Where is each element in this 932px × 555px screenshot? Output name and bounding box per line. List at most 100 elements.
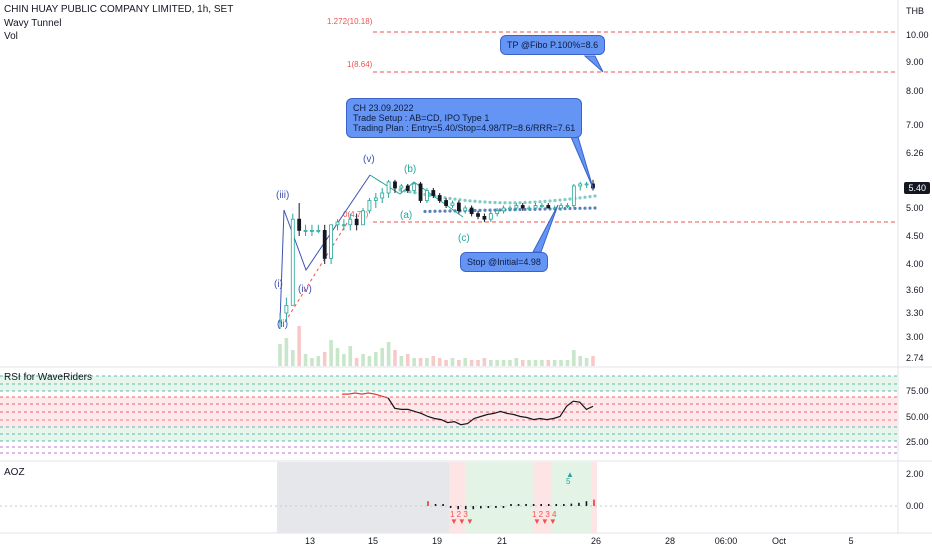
- tp-callout[interactable]: TP @Fibo P.100%=8.6: [500, 35, 606, 55]
- aoz-bar: [585, 501, 588, 506]
- candle-body: [463, 207, 468, 212]
- aoz-bar: [570, 503, 573, 506]
- candle-body: [571, 185, 576, 206]
- time-tick-label: 26: [591, 536, 601, 546]
- volume-bar: [437, 358, 442, 366]
- time-tick-label: 19: [432, 536, 442, 546]
- volume-bar: [527, 360, 531, 366]
- candle-body: [431, 190, 436, 196]
- aoz-zone-grey: [277, 462, 449, 533]
- fib-0-label: 0(4.72): [343, 210, 369, 219]
- candle-body: [546, 205, 551, 209]
- aoz-zone-green2: [551, 462, 591, 533]
- stop-callout[interactable]: Stop @Initial=4.98: [460, 252, 548, 272]
- volume-bar: [399, 356, 404, 366]
- tunnel-dot: [553, 198, 557, 203]
- volume-bar: [565, 360, 570, 366]
- price-axis[interactable]: 10.00 9.00 8.00 7.00 6.26 5.00 4.50 4.00 3.60 3.3…: [906, 30, 929, 363]
- candle-body: [520, 205, 525, 209]
- candle-body: [559, 205, 563, 209]
- tunnel-dot: [408, 190, 412, 194]
- aoz-tick-label: 0.00: [906, 501, 924, 511]
- candle-body: [310, 229, 314, 232]
- aoz-bar: [578, 502, 580, 506]
- candle-body: [393, 181, 397, 189]
- candles: [278, 179, 595, 329]
- candle-body: [329, 224, 334, 259]
- candle-body: [469, 207, 474, 214]
- setup-callout-line2: Trade Setup : AB=CD, IPO Type 1: [353, 113, 490, 123]
- candle-body: [495, 210, 500, 215]
- volume-bar: [520, 360, 525, 366]
- aoz-bar: [555, 504, 558, 506]
- aoz-bar: [487, 506, 490, 508]
- tunnel-dot: [468, 199, 472, 203]
- candle-body: [514, 205, 519, 209]
- aoz-bar: [502, 506, 505, 508]
- tunnel-dot: [583, 206, 587, 210]
- indicator-vol[interactable]: Vol: [4, 31, 18, 42]
- candle-body: [412, 183, 417, 191]
- stop-callout-pointer: [532, 204, 559, 253]
- candle-body: [476, 213, 480, 217]
- time-tick-label: 15: [368, 536, 378, 546]
- aoz-bar: [434, 504, 437, 506]
- volume-bar: [412, 358, 416, 366]
- tunnel-dot: [478, 208, 482, 212]
- indicator-wavy-tunnel[interactable]: Wavy Tunnel: [4, 18, 62, 29]
- candle-body: [527, 207, 532, 210]
- tunnel-dot: [473, 199, 477, 203]
- rsi-series-red: [342, 392, 396, 409]
- aoz-zone-green1: [465, 462, 533, 533]
- wave-label-ii: (ii): [277, 319, 288, 330]
- aoz-axis: 2.00 0.00: [906, 469, 924, 511]
- tunnel-dot: [593, 206, 597, 210]
- tunnel-dot: [538, 200, 542, 204]
- candle-body: [386, 181, 391, 194]
- candle-body: [584, 183, 589, 186]
- tunnel-dot: [523, 207, 527, 212]
- candle-body: [278, 320, 282, 323]
- volume-bar: [380, 348, 385, 366]
- rsi-tick-label: 25.00: [906, 437, 929, 447]
- aoz-bar: [510, 504, 512, 506]
- aoz-count-top: 5: [566, 477, 571, 486]
- aoz-bar: [464, 506, 467, 510]
- volume-bar: [361, 354, 365, 366]
- aoz-bar: [457, 506, 459, 510]
- aoz-pane-title[interactable]: AOZ: [4, 467, 25, 478]
- time-tick-label: 06:00: [715, 536, 738, 546]
- tunnel-dot: [493, 200, 497, 205]
- volume-bar: [290, 350, 295, 366]
- tunnel-dot: [593, 194, 597, 198]
- wave-label-iii: (iii): [276, 190, 289, 201]
- volume-bar: [584, 358, 589, 366]
- aoz-bar: [472, 506, 475, 510]
- symbol-title[interactable]: CHIN HUAY PUBLIC COMPANY LIMITED, 1h, SE…: [4, 4, 234, 15]
- aoz-bar: [442, 504, 444, 506]
- tunnel-dot: [563, 197, 567, 202]
- volume-bar: [329, 340, 333, 366]
- volume-bar: [457, 360, 461, 366]
- rsi-band-lower: [0, 427, 898, 441]
- tunnel-dot: [433, 209, 437, 213]
- volume-bar: [393, 350, 397, 366]
- aoz-zone-red2: [533, 462, 551, 533]
- time-tick-label: 21: [497, 536, 507, 546]
- time-tick-label: 13: [305, 536, 315, 546]
- tunnel-dot: [513, 208, 517, 212]
- price-tick-label: 3.60: [906, 285, 924, 295]
- tunnel-dot: [528, 200, 532, 204]
- tunnel-dot: [498, 201, 502, 205]
- tunnel-dot: [563, 207, 567, 211]
- setup-callout[interactable]: CH 23.09.2022 Trade Setup : AB=CD, IPO T…: [346, 98, 583, 138]
- rsi-pane-title[interactable]: RSI for WaveRiders: [4, 372, 92, 383]
- volume-bar: [386, 342, 391, 366]
- setup-callout-line3: Trading Plan : Entry=5.40/Stop=4.98/TP=8…: [353, 123, 576, 133]
- time-axis[interactable]: 13 15 19 21 26 28 06:00 Oct 5: [305, 536, 854, 546]
- tunnel-dot: [483, 208, 487, 212]
- volume-bars: [278, 326, 595, 366]
- volume-bar: [591, 356, 595, 366]
- tunnel-dot: [588, 206, 592, 210]
